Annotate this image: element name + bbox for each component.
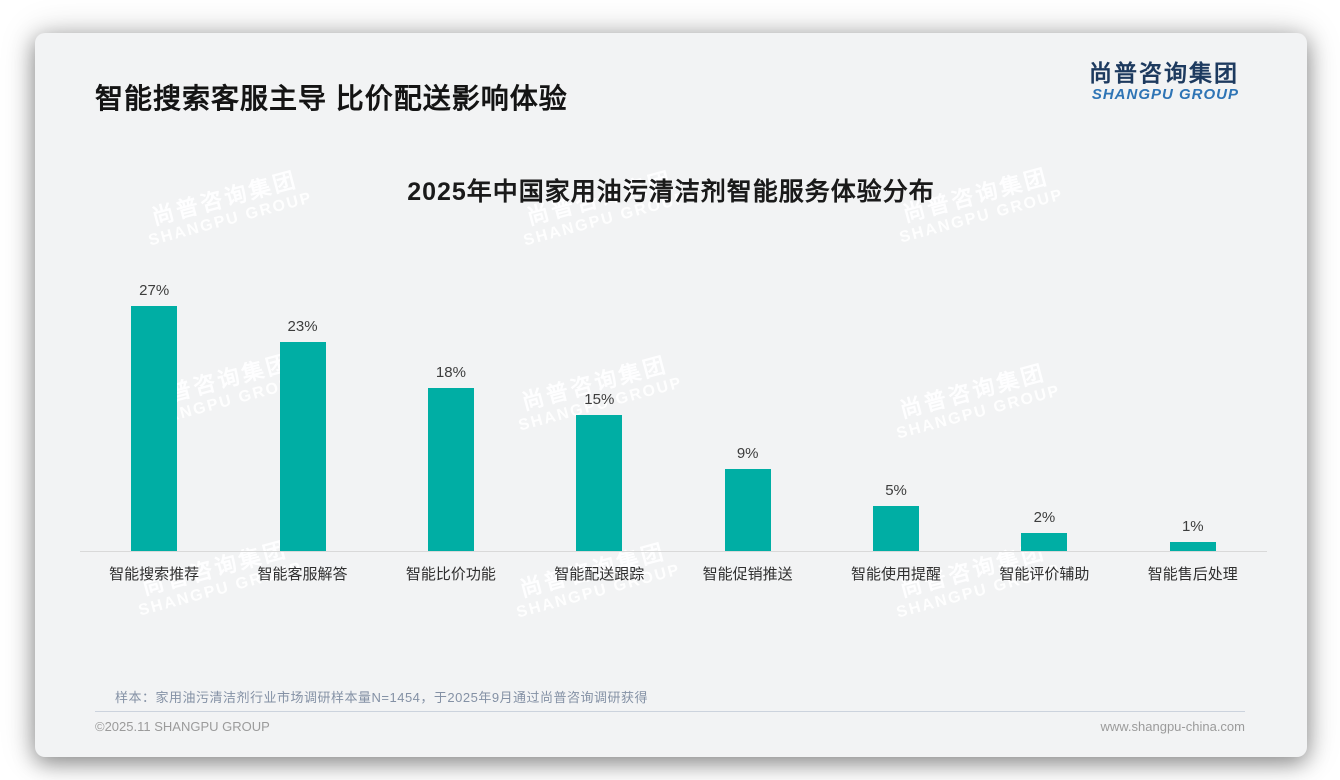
bar-column: 5% <box>822 278 970 551</box>
bar-category-label: 智能促销推送 <box>702 566 793 583</box>
bar-category-label: 智能售后处理 <box>1147 566 1238 583</box>
bar <box>576 415 623 551</box>
bar-value-label: 5% <box>885 482 907 499</box>
bar-value-label: 23% <box>287 318 318 335</box>
bar <box>279 342 326 551</box>
report-card: 智能搜索客服主导 比价配送影响体验 尚普咨询集团 SHANGPU GROUP 尚… <box>35 33 1307 757</box>
bar-value-label: 9% <box>736 445 759 462</box>
bar <box>873 506 920 551</box>
bar <box>724 469 771 551</box>
bar-category-label: 智能评价辅助 <box>999 566 1090 583</box>
bar-value-label: 18% <box>435 364 466 381</box>
footer: ©2025.11 SHANGPU GROUP www.shangpu-china… <box>95 719 1245 734</box>
bar <box>1169 542 1216 551</box>
bar-column: 1% <box>1119 278 1267 551</box>
category-row: 智能搜索推荐 智能客服解答 智能比价功能 智能配送跟踪 智能促销推送 智能使用提醒 智能评价… <box>80 563 1267 584</box>
sample-footnote: 样本：家用油污清洁剂行业市场调研样本量N=1454，于2025年9月通过尚普咨询… <box>115 690 649 705</box>
bar <box>1021 533 1068 551</box>
bar-category-label: 智能比价功能 <box>405 566 496 583</box>
bar <box>131 306 178 551</box>
bar-value-label: 2% <box>1033 509 1056 526</box>
logo-english-text: SHANGPU GROUP <box>1091 86 1239 104</box>
footer-divider <box>95 711 1245 712</box>
bar-column: 15% <box>525 278 673 551</box>
company-logo: 尚普咨询集团 SHANGPU GROUP <box>1089 60 1239 103</box>
bar-column: 18% <box>377 278 525 551</box>
bar-column: 23% <box>228 278 376 551</box>
page-title: 智能搜索客服主导 比价配送影响体验 <box>95 83 568 114</box>
bar-category-label: 智能搜索推荐 <box>109 566 200 583</box>
chart-title: 2025年中国家用油污清洁剂智能服务体验分布 <box>407 178 935 206</box>
bar-column: 2% <box>970 278 1118 551</box>
bar-value-label: 1% <box>1181 518 1204 535</box>
bar-category-label: 智能客服解答 <box>257 566 348 583</box>
copyright-text: ©2025.11 SHANGPU GROUP <box>95 719 270 734</box>
bar-category-label: 智能配送跟踪 <box>554 566 645 583</box>
bar-column: 9% <box>674 278 822 551</box>
bar <box>427 388 474 551</box>
bar-category-label: 智能使用提醒 <box>851 566 942 583</box>
bar-value-label: 27% <box>139 282 170 299</box>
bar-chart: 27% 23% 18% 15% 9% 5% 2% 1% <box>80 278 1267 552</box>
logo-chinese-text: 尚普咨询集团 <box>1089 60 1239 86</box>
bar-value-label: 15% <box>584 391 615 408</box>
bar-column: 27% <box>80 278 228 551</box>
website-link[interactable]: www.shangpu-china.com <box>1100 719 1245 734</box>
